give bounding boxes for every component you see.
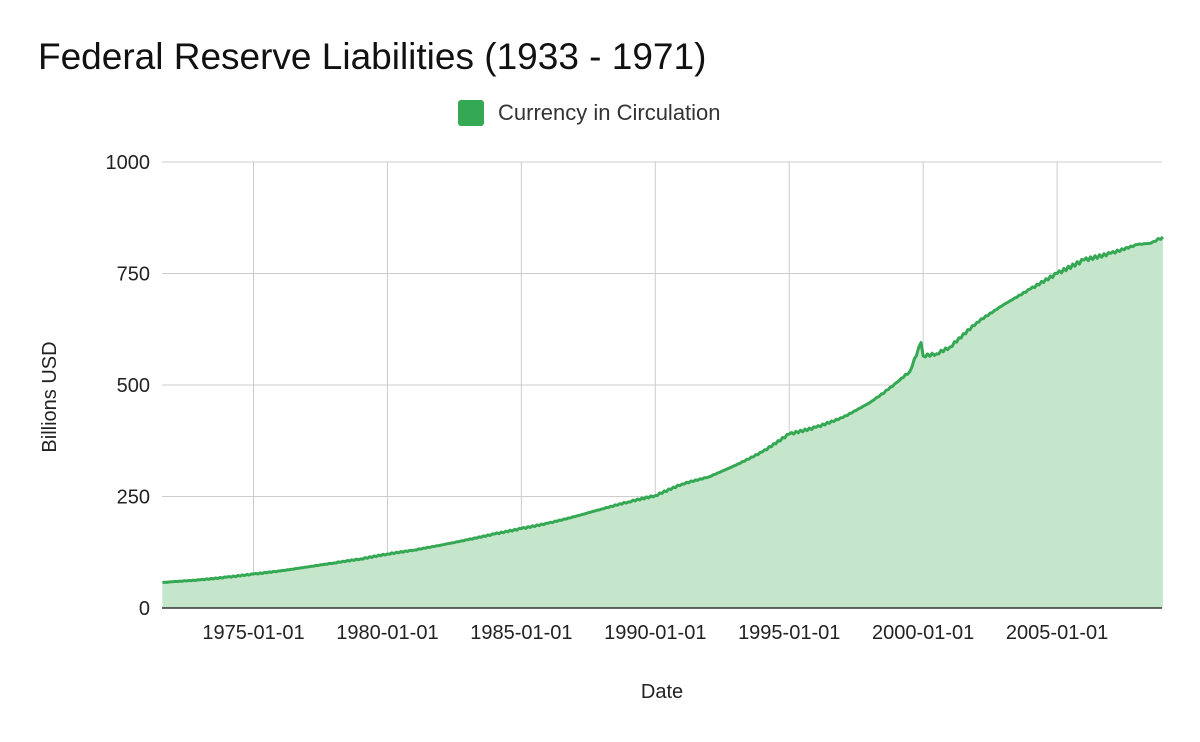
x-tick-label: 1980-01-01 <box>336 622 438 644</box>
series-line <box>162 235 1164 585</box>
legend: Currency in Circulation <box>458 99 721 127</box>
x-tick-label: 1990-01-01 <box>604 622 706 644</box>
y-tick-label: 750 <box>117 264 150 286</box>
x-tick-label: 1985-01-01 <box>470 622 572 644</box>
y-tick-label: 1000 <box>106 152 151 174</box>
chart-title: Federal Reserve Liabilities (1933 - 1971… <box>38 36 707 77</box>
y-tick-label: 0 <box>139 598 150 620</box>
legend-swatch <box>458 100 484 126</box>
y-tick-label: 500 <box>117 375 150 397</box>
x-tick-label: 1995-01-01 <box>738 622 840 644</box>
x-axis-title: Date <box>641 681 683 703</box>
x-tick-label: 2005-01-01 <box>1006 622 1108 644</box>
y-axis-title: Billions USD <box>39 341 61 452</box>
series-area <box>162 236 1163 608</box>
x-tick-label: 2000-01-01 <box>872 622 974 644</box>
legend-label: Currency in Circulation <box>498 100 721 125</box>
x-tick-label: 1975-01-01 <box>202 622 304 644</box>
y-tick-label: 250 <box>117 487 150 509</box>
